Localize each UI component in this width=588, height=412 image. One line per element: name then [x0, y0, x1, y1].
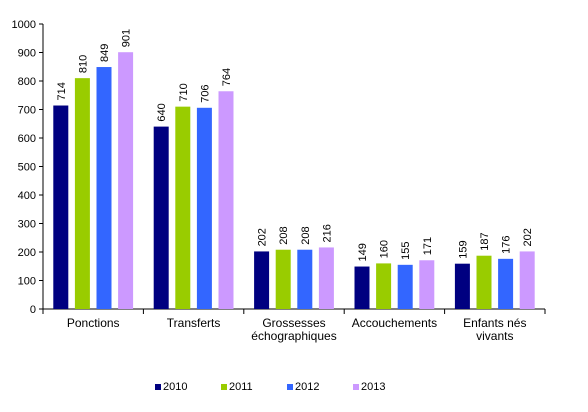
data-label: 202 [257, 228, 269, 246]
bar-2012 [498, 258, 514, 309]
legend-swatch [155, 384, 161, 390]
y-tick-label: 1000 [12, 19, 36, 31]
data-label: 176 [501, 235, 513, 253]
legend: 2010 2011 2012 2013 [155, 381, 385, 393]
y-tick-label: 0 [30, 304, 36, 316]
data-label: 208 [278, 226, 290, 244]
x-category-label: échographiques [251, 329, 336, 343]
bar-2011 [376, 263, 392, 309]
bar-2013 [318, 247, 334, 309]
bar-2011 [476, 255, 492, 309]
data-labels: 714 640 202 149 159 810 710 208 160 187 849 706 208 1… [56, 29, 534, 262]
data-label: 159 [457, 240, 469, 258]
bar-2011 [74, 78, 90, 310]
data-label: 764 [221, 68, 233, 86]
data-label: 171 [422, 237, 434, 255]
data-label: 640 [156, 103, 168, 121]
data-label: 202 [522, 228, 534, 246]
bar-2013 [519, 251, 535, 309]
bar-2012 [297, 249, 313, 309]
y-tick-label: 500 [18, 162, 36, 174]
bar-2010 [254, 251, 270, 309]
x-category-label: Ponctions [67, 316, 120, 330]
legend-swatch [221, 384, 227, 390]
legend-swatch [287, 384, 293, 390]
data-label: 849 [99, 44, 111, 62]
bar-2011 [275, 249, 291, 309]
y-tick-label: 600 [18, 133, 36, 145]
y-tick-label: 700 [18, 105, 36, 117]
bar-2012 [196, 107, 212, 309]
data-label: 714 [56, 82, 68, 100]
bar-2010 [454, 263, 470, 309]
data-label: 208 [300, 226, 312, 244]
bars [53, 52, 535, 310]
x-category-label: Enfants nés [463, 316, 526, 330]
bar-2011 [175, 106, 191, 310]
y-tick-label: 900 [18, 48, 36, 60]
axes: 0 100 200 300 400 500 600 700 800 900 1000 Ponction… [12, 19, 546, 343]
data-label: 187 [479, 232, 491, 250]
legend-label: 2010 [163, 381, 187, 393]
bar-2010 [153, 126, 169, 309]
data-label: 216 [321, 224, 333, 242]
bar-2013 [419, 260, 435, 309]
data-label: 160 [379, 240, 391, 258]
y-tick-label: 200 [18, 247, 36, 259]
data-label: 155 [400, 241, 412, 259]
x-category-label: Grossesses [262, 316, 325, 330]
y-tick-label: 100 [18, 276, 36, 288]
legend-label: 2012 [295, 381, 319, 393]
data-label: 810 [77, 55, 89, 73]
data-label: 706 [199, 84, 211, 102]
x-category-label: vivants [476, 329, 513, 343]
data-label: 710 [178, 83, 190, 101]
bar-2012 [397, 264, 413, 309]
bar-2013 [118, 52, 134, 310]
x-category-label: Transferts [167, 316, 221, 330]
bar-2012 [96, 67, 112, 309]
legend-swatch [353, 384, 359, 390]
bar-2013 [218, 91, 234, 309]
bar-2010 [354, 266, 370, 309]
y-tick-label: 400 [18, 190, 36, 202]
legend-label: 2011 [229, 381, 253, 393]
y-tick-label: 300 [18, 219, 36, 231]
x-category-label: Accouchements [352, 316, 437, 330]
legend-label: 2013 [361, 381, 385, 393]
data-label: 901 [121, 29, 133, 47]
data-label: 149 [357, 243, 369, 261]
y-tick-label: 800 [18, 76, 36, 88]
bar-2010 [53, 105, 69, 309]
